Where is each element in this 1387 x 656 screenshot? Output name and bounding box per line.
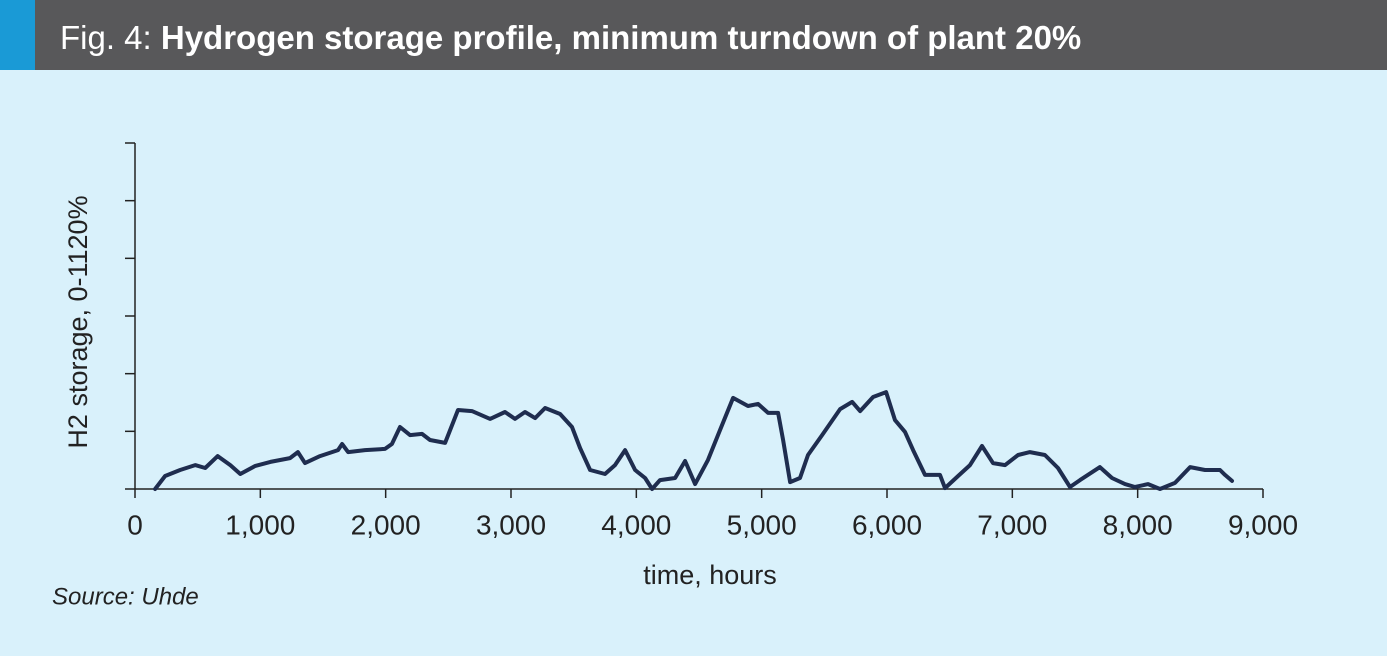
x-tick-label: 7,000	[977, 509, 1047, 540]
x-tick-label: 5,000	[727, 509, 797, 540]
x-tick-label: 9,000	[1228, 509, 1298, 540]
header-accent	[0, 0, 35, 70]
x-tick-label: 8,000	[1103, 509, 1173, 540]
header-bar	[0, 0, 1387, 70]
x-tick-label: 0	[127, 509, 143, 540]
y-axis-label: H2 storage, 0-1120%	[63, 195, 93, 448]
chart-title: Fig. 4: Hydrogen storage profile, minimu…	[60, 19, 1081, 56]
x-tick-label: 3,000	[476, 509, 546, 540]
data-line	[153, 390, 1234, 491]
source-note: Source: Uhde	[52, 583, 199, 610]
title-text: Hydrogen storage profile, minimum turndo…	[161, 19, 1081, 56]
x-tick-label: 4,000	[601, 509, 671, 540]
x-tick-label: 1,000	[225, 509, 295, 540]
figure-label: Fig. 4:	[60, 19, 152, 56]
x-tick-label: 2,000	[351, 509, 421, 540]
x-tick-label: 6,000	[852, 509, 922, 540]
x-axis-label: time, hours	[643, 560, 777, 590]
